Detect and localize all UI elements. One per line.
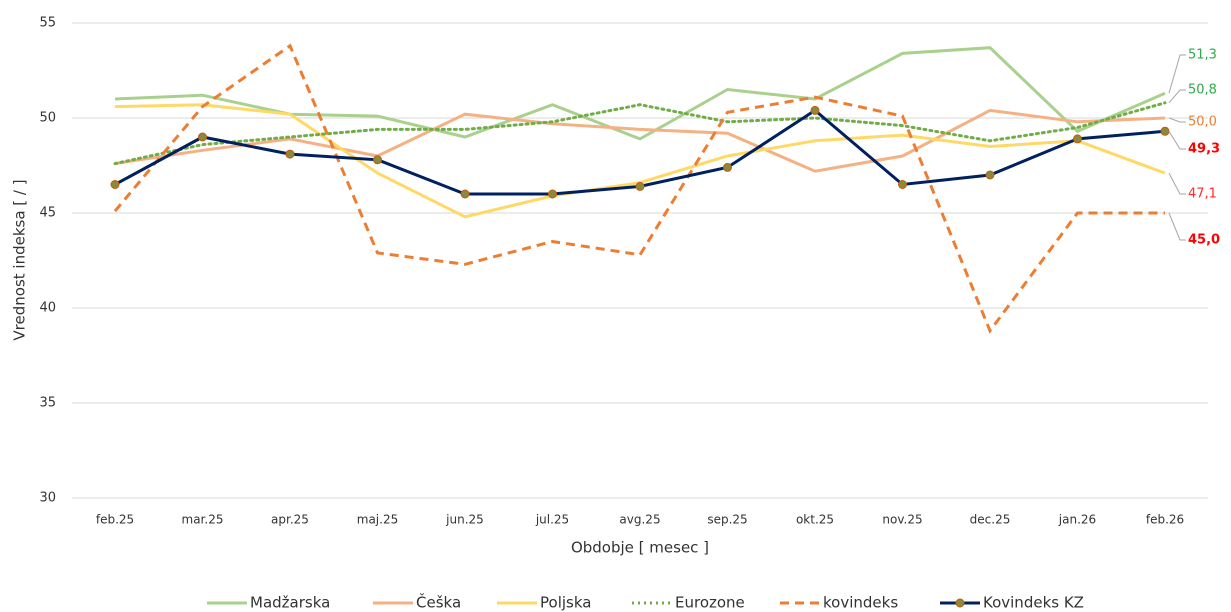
marker xyxy=(635,181,645,191)
value-label: 50,8 xyxy=(1188,83,1217,98)
marker xyxy=(285,149,295,159)
legend-label: Eurozone xyxy=(675,594,745,612)
marker xyxy=(985,170,995,180)
x-tick-label: mar.25 xyxy=(182,513,224,527)
marker xyxy=(198,132,207,142)
y-tick-label: 30 xyxy=(39,491,56,506)
leader-line xyxy=(1168,131,1186,150)
legend-label: Poljska xyxy=(540,594,591,612)
x-tick-label: maj.25 xyxy=(357,513,398,527)
marker xyxy=(898,180,907,189)
marker xyxy=(373,155,382,165)
series-line xyxy=(113,43,1165,334)
y-tick-label: 40 xyxy=(39,301,56,316)
x-tick-label: avg.25 xyxy=(619,513,660,527)
leader-line xyxy=(1168,212,1186,241)
value-label: 51,3 xyxy=(1188,48,1217,63)
legend-label: kovindeks xyxy=(823,594,898,612)
x-axis-title: Obdobje [ mesec ] xyxy=(571,539,709,557)
series-line xyxy=(113,101,1167,166)
y-tick-label: 55 xyxy=(39,16,56,31)
leader-line xyxy=(1168,54,1186,94)
marker xyxy=(460,189,470,199)
series-line xyxy=(114,46,1166,141)
marker xyxy=(810,105,820,115)
y-tick-label: 45 xyxy=(39,206,56,221)
x-tick-label: jul.25 xyxy=(535,513,569,527)
value-label: 45,0 xyxy=(1188,233,1220,248)
leader-line xyxy=(1168,172,1186,195)
series-line xyxy=(114,108,1166,173)
x-tick-label: feb.25 xyxy=(96,513,134,527)
value-label: 47,1 xyxy=(1188,187,1217,202)
marker xyxy=(1160,126,1170,136)
marker xyxy=(1073,134,1082,144)
marker xyxy=(548,189,557,199)
x-tick-label: jun.25 xyxy=(445,513,484,527)
legend-label: Češka xyxy=(416,593,461,612)
leader-line xyxy=(1168,89,1186,104)
legend-label: Kovindeks KZ xyxy=(983,594,1084,612)
x-tick-label: feb.26 xyxy=(1146,513,1184,527)
marker xyxy=(723,162,732,172)
value-label: 49,3 xyxy=(1188,142,1220,157)
y-tick-label: 50 xyxy=(39,111,56,126)
marker xyxy=(110,180,120,189)
value-label: 50,0 xyxy=(1188,115,1217,130)
y-axis-title: Vrednost indeksa [ / ] xyxy=(11,179,29,340)
series-line xyxy=(114,103,1166,219)
legend-marker xyxy=(955,598,965,608)
leader-line xyxy=(1168,117,1186,123)
y-tick-label: 35 xyxy=(39,396,56,411)
x-tick-label: dec.25 xyxy=(970,513,1011,527)
x-tick-label: apr.25 xyxy=(271,513,309,527)
x-tick-label: okt.25 xyxy=(796,513,834,527)
x-tick-label: nov.25 xyxy=(882,513,922,527)
x-tick-label: sep.25 xyxy=(707,513,747,527)
x-tick-label: jan.26 xyxy=(1058,513,1096,527)
legend-label: Madžarska xyxy=(250,594,330,612)
